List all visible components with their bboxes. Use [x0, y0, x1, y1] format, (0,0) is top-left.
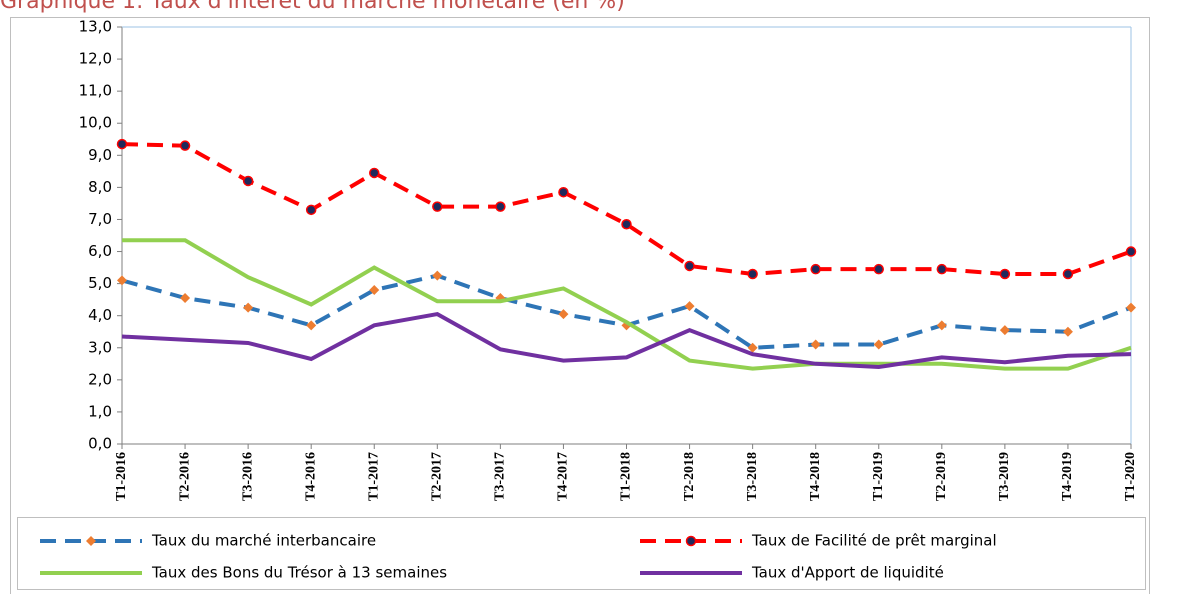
x-tick-label: T3-2019	[997, 452, 1012, 501]
y-tick-label: 1,0	[88, 402, 112, 420]
chart-border	[10, 17, 1150, 594]
data-point	[369, 285, 380, 296]
y-tick-label: 13,0	[79, 18, 112, 36]
data-point	[873, 339, 884, 350]
x-tick-label: T2-2016	[177, 452, 192, 501]
y-tick-label: 8,0	[88, 178, 112, 196]
data-point	[747, 268, 758, 280]
data-point	[117, 275, 127, 286]
data-point	[116, 138, 128, 150]
y-tick-label: 0,0	[88, 435, 112, 453]
data-point	[621, 219, 632, 230]
x-tick-label: T3-2016	[240, 452, 255, 501]
data-point	[999, 325, 1010, 336]
legend-marker	[685, 535, 697, 547]
data-point	[936, 320, 947, 331]
legend-box	[17, 517, 1146, 590]
data-point	[1062, 326, 1073, 337]
x-tick-label: T3-2018	[745, 452, 760, 501]
data-point	[1126, 302, 1136, 313]
x-tick-label: T1-2016	[114, 452, 129, 501]
x-tick-label: T4-2016	[303, 452, 318, 501]
x-tick-label: T4-2018	[808, 452, 823, 501]
data-point	[1125, 246, 1137, 257]
y-tick-label: 4,0	[88, 306, 112, 324]
data-point	[242, 175, 254, 187]
y-tick-label: 7,0	[88, 210, 112, 228]
y-tick-label: 11,0	[79, 82, 112, 100]
chart-title: Graphique 1: Taux d'intérêt du marché mo…	[0, 0, 625, 14]
data-point	[495, 201, 506, 212]
x-tick-label: T2-2019	[934, 452, 949, 501]
legend-marker	[86, 536, 96, 546]
data-point	[305, 204, 317, 216]
data-point	[432, 201, 443, 212]
legend-label: Taux des Bons du Trésor à 13 semaines	[151, 564, 447, 582]
x-tick-label: T1-2018	[619, 452, 634, 501]
x-tick-label: T4-2017	[556, 452, 571, 501]
y-tick-label: 10,0	[79, 114, 112, 132]
data-point	[810, 263, 821, 275]
x-tick-label: T4-2019	[1060, 452, 1075, 501]
data-point	[369, 167, 380, 179]
y-tick-label: 5,0	[88, 274, 112, 292]
data-point	[180, 293, 191, 304]
data-point	[684, 260, 695, 272]
data-point	[873, 263, 884, 275]
data-point	[810, 339, 821, 350]
data-point	[179, 140, 191, 151]
y-tick-label: 9,0	[88, 146, 112, 164]
data-point	[936, 263, 948, 275]
x-tick-label: T2-2017	[430, 452, 445, 501]
x-tick-label: T1-2017	[366, 452, 381, 501]
series-line	[121, 142, 1132, 277]
data-point	[1062, 268, 1074, 280]
legend-label: Taux d'Apport de liquidité	[751, 564, 944, 582]
x-tick-label: T2-2018	[682, 452, 697, 501]
y-tick-label: 6,0	[88, 242, 112, 260]
y-tick-label: 12,0	[79, 50, 112, 68]
series-line	[121, 311, 1132, 370]
legend-label: Taux de Facilité de prêt marginal	[751, 532, 997, 550]
x-tick-label: T3-2017	[493, 452, 508, 501]
data-point	[243, 302, 254, 313]
data-point	[747, 342, 758, 353]
y-tick-label: 3,0	[88, 338, 112, 356]
data-point	[684, 301, 695, 312]
data-point	[432, 270, 443, 281]
data-point	[558, 186, 569, 198]
legend-label: Taux du marché interbancaire	[151, 532, 376, 550]
data-point	[558, 309, 569, 320]
series-line	[122, 238, 1132, 371]
x-tick-label: T1-2020	[1123, 452, 1138, 501]
data-point	[999, 268, 1011, 280]
x-tick-label: T1-2019	[871, 452, 886, 501]
data-point	[306, 320, 317, 331]
y-tick-label: 2,0	[88, 370, 112, 388]
